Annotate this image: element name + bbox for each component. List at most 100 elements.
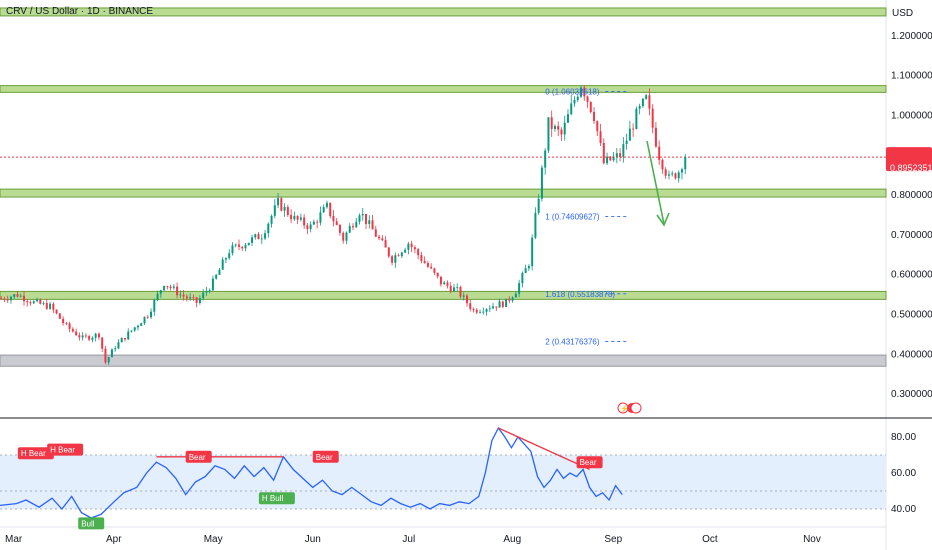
candle (417, 247, 420, 260)
event-icons[interactable]: ⚡ (617, 402, 642, 414)
candle (433, 267, 436, 276)
candle (449, 282, 452, 294)
rsi-tag-0: H Bear (17, 447, 54, 460)
candle (303, 214, 306, 229)
candle (531, 234, 534, 271)
candle (514, 291, 517, 298)
candle (439, 276, 442, 287)
time-tick-0: Mar (5, 534, 23, 545)
support-resistance-zones (0, 7, 887, 367)
candle (286, 204, 289, 217)
candle (374, 225, 377, 238)
candle (576, 93, 579, 103)
candle (143, 316, 146, 325)
forecast-arrow (646, 140, 670, 227)
candle (680, 167, 683, 180)
candle (381, 235, 384, 242)
candle (179, 290, 182, 299)
svg-text:Bear: Bear (316, 453, 333, 462)
candle (247, 242, 250, 246)
candle (32, 300, 35, 305)
candle (550, 110, 553, 137)
candle (159, 289, 162, 298)
candle (84, 333, 87, 339)
candle (479, 309, 482, 314)
candle (273, 199, 276, 219)
candle (547, 117, 550, 154)
candle (296, 215, 299, 225)
svg-text:Bear: Bear (189, 453, 206, 462)
candle (312, 219, 315, 226)
price-axis[interactable]: 1.200000001.100000001.000000000.90000000… (891, 31, 932, 400)
currency-label: USD (892, 8, 913, 19)
candle (189, 293, 192, 301)
candle (557, 121, 560, 137)
candle (521, 271, 524, 288)
candle (75, 328, 78, 336)
candle (459, 285, 462, 299)
rsi-line (0, 426, 623, 519)
fib-label-3: 2 (0.43176376) (545, 338, 600, 347)
candle (632, 123, 635, 137)
candle (404, 247, 407, 254)
candle (466, 293, 469, 307)
candle (117, 339, 120, 350)
candle (137, 324, 140, 331)
candle (580, 85, 583, 99)
candle (430, 263, 433, 270)
candle (651, 104, 654, 134)
fib-label-1: 1 (0.74609627) (545, 213, 600, 222)
candle (55, 309, 58, 315)
candle (332, 210, 335, 227)
price-tick-4: 0.80000000 (891, 190, 932, 201)
candle (78, 332, 81, 341)
candle (335, 218, 338, 226)
candle (368, 215, 371, 229)
candle (228, 249, 231, 260)
candle (325, 200, 328, 209)
candle (198, 295, 201, 305)
candle (71, 327, 74, 333)
candle (342, 231, 345, 244)
candle (348, 223, 351, 234)
candle (166, 285, 169, 290)
candle (400, 251, 403, 258)
candle (596, 120, 599, 137)
candle (423, 256, 426, 264)
svg-text:Bear: Bear (580, 458, 597, 467)
candle (446, 280, 449, 289)
candle (648, 88, 651, 116)
candle (462, 292, 465, 301)
rsi-pane: H Bear H Bear Bull Bear Bear H Bull Bear (0, 426, 886, 530)
candle (169, 284, 172, 291)
candle (68, 321, 71, 333)
candle (641, 98, 644, 108)
candle (45, 298, 48, 310)
candle (684, 154, 687, 175)
candle (91, 336, 94, 343)
candle (606, 152, 609, 166)
candle (667, 170, 670, 180)
candle (13, 293, 16, 300)
candle (319, 206, 322, 226)
candle (518, 279, 521, 298)
time-axis[interactable]: Mar Apr May Jun Jul Aug Sep Oct Nov (5, 534, 821, 545)
rsi-tick-2: 40.00 (891, 504, 916, 515)
candle (527, 264, 530, 271)
candle (241, 245, 244, 252)
candle (254, 233, 257, 240)
price-tick-9: 0.30000000 (891, 389, 932, 400)
candle (283, 203, 286, 217)
candle (94, 332, 97, 342)
candle (130, 330, 133, 333)
candle (544, 148, 547, 175)
candle (39, 298, 42, 305)
candle (501, 300, 504, 309)
time-tick-6: Sep (604, 534, 622, 545)
candle (469, 299, 472, 312)
time-tick-7: Oct (702, 534, 718, 545)
price-tick-8: 0.40000000 (891, 349, 932, 360)
candle (277, 192, 280, 208)
rsi-band (0, 455, 886, 509)
